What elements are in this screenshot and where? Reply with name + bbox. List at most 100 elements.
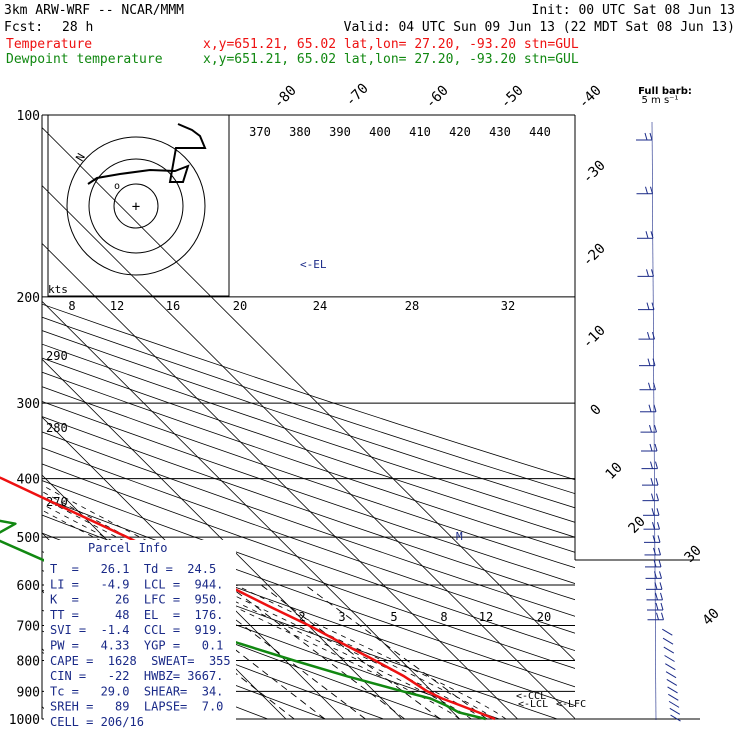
parcel-info-title: Parcel Info	[88, 541, 167, 555]
wind-barb	[657, 522, 660, 530]
hodograph-speed-ticks: 8 12 16 20 24 28 32	[68, 299, 515, 313]
parcel-info-row: SREH = 89 LAPSE= 7.0	[50, 700, 223, 714]
wind-barb	[646, 302, 650, 310]
parcel-info-row: CIN = -22 HWBZ= 3667.	[50, 669, 223, 683]
theta-label: 420	[449, 125, 471, 139]
temperature-location: x,y=651.21, 65.02 lat,lon= 27.20, -93.20…	[203, 37, 579, 52]
parcel-info-row: Tc = 29.0 SHEAR= 34.	[50, 684, 223, 698]
pressure-tick-label: 100	[17, 109, 40, 124]
hodograph-speed-tick: 16	[166, 299, 180, 313]
wind-barb	[669, 707, 681, 715]
hodograph-speed-tick: 12	[110, 299, 124, 313]
wind-barb	[662, 628, 673, 636]
dry-adiabat	[42, 316, 575, 495]
parcel-info-row: LI = -4.9 LCL = 944.	[50, 577, 223, 591]
wind-legend-units: 5 m s⁻¹	[642, 95, 679, 106]
theta-side-label: 270	[46, 495, 68, 509]
isotherm-line	[42, 416, 345, 719]
valid-time: Valid: 04 UTC Sun 09 Jun 13 (22 MDT Sat …	[344, 20, 735, 35]
mixing-ratio-line	[227, 584, 405, 719]
hodograph-speed-tick: 20	[233, 299, 247, 313]
isotherm-line	[42, 184, 575, 719]
isotherm-line	[42, 127, 575, 662]
wind-barb	[658, 547, 661, 556]
hodograph-speed-tick: 28	[405, 299, 419, 313]
isotherm-label: -70	[343, 81, 372, 110]
mixing-ratio-label: 5	[390, 610, 397, 624]
wind-barb	[659, 582, 663, 590]
init-time: Init: 00 UTC Sat 08 Jun 13	[532, 3, 736, 18]
hodograph-plus: +	[132, 199, 140, 215]
isotherm-label: -40	[576, 83, 605, 112]
hodograph-trace	[87, 123, 207, 185]
wind-barbs	[636, 121, 681, 722]
mixing-ratio-label: 8	[440, 610, 447, 624]
hodograph: + N o kts	[47, 114, 230, 297]
pressure-tick-label: 1000	[9, 713, 40, 728]
parcel-info-row: T = 26.1 Td = 24.5	[50, 562, 216, 576]
pressure-tick-label: 900	[17, 685, 40, 700]
temperature-legend-label: Temperature	[6, 37, 92, 52]
dry-adiabat	[42, 343, 575, 523]
wind-barb	[653, 547, 656, 556]
theta-side-label: 280	[46, 421, 68, 435]
model-title: 3km ARW-WRF -- NCAR/MMM	[4, 3, 184, 18]
isotherm-label: -20	[580, 241, 609, 270]
hodograph-speed-tick: 8	[68, 299, 75, 313]
dry-adiabat	[42, 570, 442, 719]
wind-barb	[655, 592, 658, 601]
wind-barb	[647, 331, 650, 340]
theta-label: 390	[329, 125, 351, 139]
wind-barb	[651, 508, 655, 516]
pressure-tick-label: 600	[17, 579, 40, 594]
wind-barb	[665, 663, 676, 671]
isotherm-label: -60	[423, 83, 452, 112]
wind-barb	[653, 404, 657, 412]
wind-barb	[646, 269, 649, 277]
wind-barb	[668, 700, 680, 708]
wind-barb	[644, 132, 648, 141]
wind-barb	[647, 358, 651, 366]
isotherm-label: 10	[603, 460, 626, 483]
dry-adiabat	[42, 330, 575, 509]
wind-barb	[650, 186, 653, 194]
mixing-ratio-label: 12	[479, 610, 493, 624]
wind-barb	[649, 424, 652, 433]
wind-barb	[670, 714, 681, 722]
isotherm-label: 0	[588, 402, 605, 419]
wind-barb	[655, 602, 659, 611]
wind-barb	[660, 602, 664, 611]
wind-barb	[655, 461, 658, 469]
parcel-info-row: SVI = -1.4 CCL = 919.	[50, 623, 223, 637]
dry-adiabat	[42, 480, 575, 669]
parcel-info-row: CAPE = 1628 SWEAT= 355	[50, 654, 231, 668]
wind-barb	[656, 493, 659, 501]
lfc-marker: <-LFC	[556, 699, 586, 710]
wind-barb	[651, 493, 654, 501]
isotherm-line	[42, 300, 460, 719]
wind-barb	[660, 592, 663, 601]
dry-adiabat	[42, 386, 575, 569]
isotherm-label: 30	[682, 543, 705, 566]
dry-adiabat	[42, 447, 575, 634]
dry-adiabat	[42, 416, 575, 601]
wind-barb	[654, 424, 657, 433]
dewpoint-legend-label: Dewpoint temperature	[6, 52, 163, 67]
pressure-tick-label: 400	[17, 473, 40, 488]
el-marker: <-EL	[300, 258, 327, 271]
wind-barb	[668, 693, 679, 701]
theta-label: 440	[529, 125, 551, 139]
pressure-tick-label: 800	[17, 654, 40, 669]
wind-barb	[658, 559, 662, 568]
wind-barb	[666, 679, 678, 686]
wind-barb	[656, 612, 659, 620]
dry-adiabat	[42, 431, 575, 617]
parcel-info-row: TT = 48 EL = 176.	[50, 608, 223, 622]
wind-barb	[664, 655, 675, 662]
wind-barb	[650, 461, 653, 469]
wind-barb	[648, 382, 651, 390]
theta-side-label: 290	[46, 349, 68, 363]
dry-adiabat	[42, 401, 575, 584]
isotherm-label: 40	[700, 606, 723, 629]
